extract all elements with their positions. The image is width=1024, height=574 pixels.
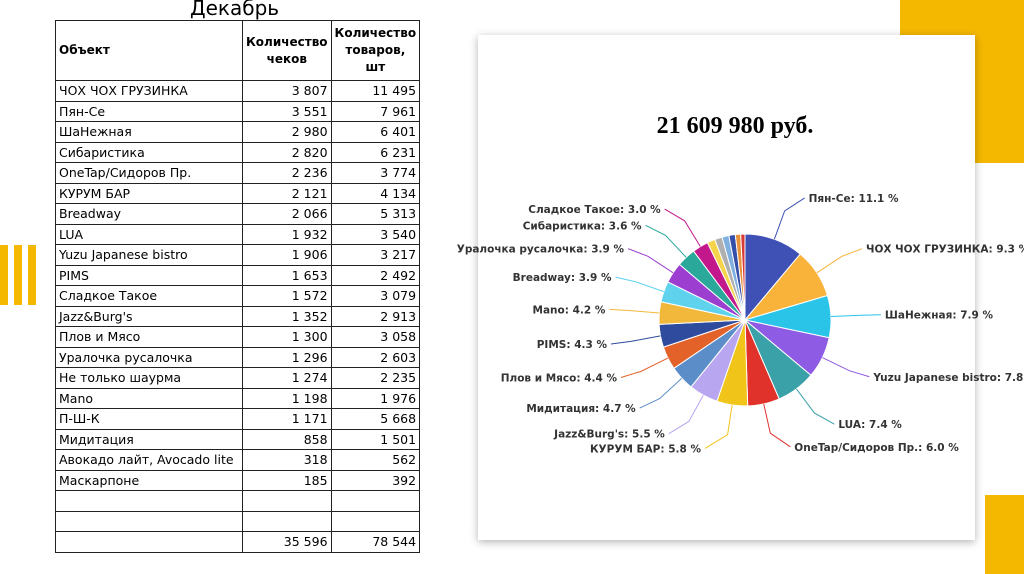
leader-line	[704, 404, 733, 449]
pie-label: Yuzu Japanese bistro: 7.8 %	[872, 372, 1024, 384]
leader-line	[609, 308, 660, 314]
header: Количество чеков	[242, 20, 332, 81]
leader-line	[773, 197, 805, 240]
row: LUA 1 932 3 540	[55, 223, 421, 245]
leader-line	[615, 276, 664, 293]
pie-label: PIMS: 4.3 %	[537, 339, 608, 351]
cell: 1 274	[242, 367, 332, 389]
leader-line	[763, 403, 791, 448]
row: Jazz&Burg's 1 352 2 913	[55, 305, 421, 327]
cell: 2 603	[330, 346, 421, 368]
cell: 5 313	[330, 203, 421, 225]
row: Сибаристика 2 820 6 231	[55, 141, 421, 163]
pie-label: Jazz&Burg's: 5.5 %	[553, 429, 665, 441]
pie-label: КУРУМ БАР: 5.8 %	[590, 443, 702, 455]
header: Объект	[55, 20, 243, 81]
row: Маскарпоне 185 392	[55, 469, 421, 491]
cell: 1 976	[330, 387, 421, 409]
pie-label: Mano: 4.2 %	[533, 304, 606, 316]
pie-label: Мидитация: 4.7 %	[526, 403, 636, 415]
cell: 4 134	[330, 182, 421, 204]
total-sum: 21 609 980 руб.	[657, 113, 814, 139]
leader-line	[830, 314, 881, 317]
cell: 3 774	[330, 162, 421, 184]
leader-line	[645, 224, 687, 258]
leader-line	[627, 248, 674, 274]
leader-line	[639, 377, 683, 409]
row: Не только шаурма 1 274 2 235	[55, 367, 421, 389]
pie-label: ШаНежная: 7.9 %	[885, 310, 994, 322]
cell: OneTap/Сидоров Пр.	[55, 162, 243, 184]
cell: Уралочка русалочка	[55, 346, 243, 368]
cell: 3 551	[242, 100, 332, 122]
decor	[985, 495, 1024, 574]
row	[55, 490, 421, 512]
cell: Плов и Мясо	[55, 326, 243, 348]
pie-label: Уралочка русалочка: 3.9 %	[457, 244, 625, 256]
row: КУРУМ БАР 2 121 4 134	[55, 182, 421, 204]
cell: 1 653	[242, 264, 332, 286]
leader-line	[620, 357, 669, 379]
leader-line	[668, 394, 704, 435]
cell: 5 668	[330, 408, 421, 430]
cell: Yuzu Japanese bistro	[55, 244, 243, 266]
pie-label: Пян-Се: 11.1 %	[809, 193, 899, 205]
pie-slice	[740, 233, 746, 321]
cell	[55, 531, 243, 553]
leader-line	[796, 388, 835, 425]
cell: КУРУМ БАР	[55, 182, 243, 204]
row: OneTap/Сидоров Пр. 2 236 3 774	[55, 162, 421, 184]
pie-label: LUA: 7.4 %	[838, 419, 902, 431]
cell: 3 079	[330, 285, 421, 307]
pie-label: Плов и Мясо: 4.4 %	[501, 373, 618, 385]
cell: Маскарпоне	[55, 469, 243, 491]
row: Уралочка русалочка 1 296 2 603	[55, 346, 421, 368]
table: Объект Количество чеков Количество товаров…	[55, 20, 421, 553]
pie-label: Сладкое Такое: 3.0 %	[528, 204, 661, 216]
pie-label: Breadway: 3.9 %	[513, 272, 612, 284]
leader-line	[610, 335, 661, 345]
cell: 78 544	[330, 531, 421, 553]
cell: Сибаристика	[55, 141, 243, 163]
pie-label: Сибаристика: 3.6 %	[523, 220, 642, 232]
row: Плов и Мясо 1 300 3 058	[55, 326, 421, 348]
leader-line	[822, 357, 870, 378]
row: Mano 1 198 1 976	[55, 387, 421, 409]
leader-line	[816, 248, 863, 274]
row: 35 596 78 544	[55, 531, 421, 553]
leader-line	[664, 208, 701, 247]
cell: 1 352	[242, 305, 332, 327]
decor	[0, 245, 45, 305]
cell: 1 171	[242, 408, 332, 430]
pie-label: ЧОХ ЧОХ ГРУЗИНКА: 9.3 %	[866, 244, 1024, 256]
cell: 3 217	[330, 244, 421, 266]
cell: ЧОХ ЧОХ ГРУЗИНКА	[55, 80, 243, 102]
row: Yuzu Japanese bistro 1 906 3 217	[55, 244, 421, 266]
pie-label: OneTap/Сидоров Пр.: 6.0 %	[794, 442, 959, 454]
cell: 2 121	[242, 182, 332, 204]
title: Декабрь	[190, 0, 280, 20]
cell: 35 596	[242, 531, 332, 553]
row: П-Ш-К 1 171 5 668	[55, 408, 421, 430]
header: Количество товаров, шт	[330, 20, 421, 81]
cell: 3 058	[330, 326, 421, 348]
cell: 858	[242, 428, 332, 450]
cell: LUA	[55, 223, 243, 245]
cell: 2 066	[242, 203, 332, 225]
cell: 3 540	[330, 223, 421, 245]
